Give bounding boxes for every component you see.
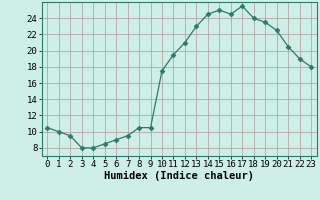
X-axis label: Humidex (Indice chaleur): Humidex (Indice chaleur) [104,171,254,181]
